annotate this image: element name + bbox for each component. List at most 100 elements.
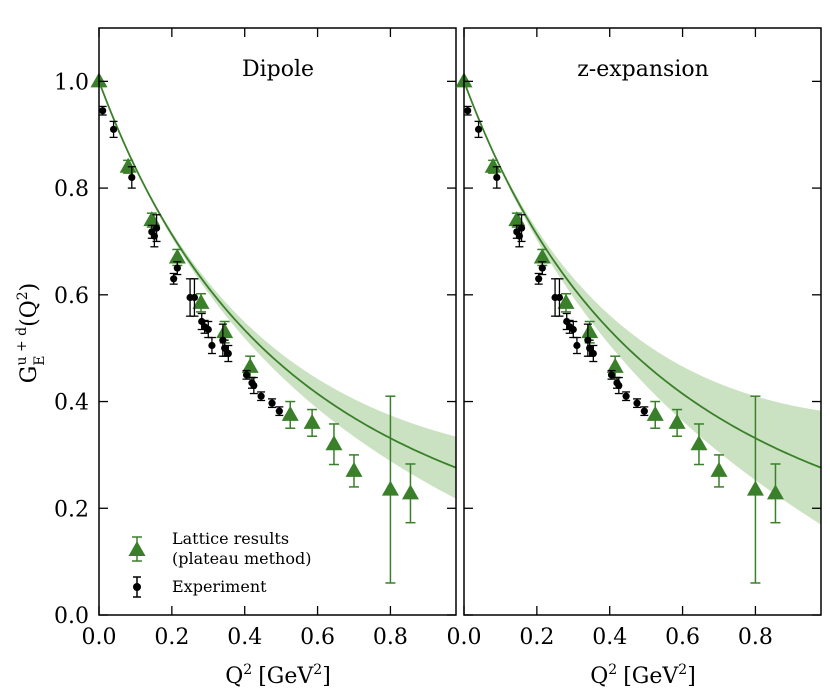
experiment-point [109,125,118,133]
fit-line [464,81,821,469]
legend-entry-lattice: Lattice results (plateau method) [128,529,311,568]
panel-frame-z-expansion [463,27,822,616]
x-label-right-unit: [GeV [623,664,679,689]
experiment-point [615,381,623,390]
x-tick-label: 0.2 [519,625,554,650]
x-tick-label: 0.4 [227,625,262,650]
experiment-point [569,325,577,334]
x-label-right-unit-sup: 2 [678,662,687,678]
x-axis-label-left: Q2 [GeV2] [225,662,331,689]
experiment-point [221,344,229,352]
x-label-left-unit-close: ] [322,664,331,689]
experiment-point [563,317,571,326]
band-area [464,81,821,525]
lattice-point [192,293,210,309]
panel-z-expansion: 0.0 0.2 0.4 0.6 0.8 z-expansion [447,27,822,650]
experiment-point [257,392,265,400]
experiment-point [208,341,216,350]
fit-curve-dipole [99,81,456,469]
experiment-point [152,224,161,232]
y-label-arg: (Q [17,300,42,327]
x-label-left-unit-sup: 2 [313,662,322,678]
lattice-point [168,248,186,264]
experiment-point [170,275,178,283]
y-axis-label: GEu + d(Q2) [14,283,48,384]
y-tick-label: 1.0 [54,70,89,95]
legend-experiment-marker [133,583,141,591]
x-label-right-main: Q [590,664,608,689]
y-tick-label: 0.8 [54,177,89,202]
experiment-point [589,349,597,358]
legend-experiment-label: Experiment [172,577,267,596]
experiment-point [633,399,641,407]
x-tick-label: 0.0 [82,625,117,650]
legend-lattice-marker [128,541,146,556]
lattice-point [746,480,764,496]
experiment-point [464,107,472,115]
lattice-point [690,435,708,451]
lattice-points-z-expansion [455,72,784,584]
lattice-point [710,461,728,477]
x-tick-label: 0.8 [738,625,773,650]
experiment-point [535,275,543,283]
legend-lattice-label-1: Lattice results [172,529,289,548]
experiment-point [275,407,283,415]
experiment-point [128,173,136,182]
band-area [99,81,456,499]
lattice-point [557,293,575,309]
y-tick-label: 0.2 [54,497,89,522]
experiment-point [204,325,212,334]
fit-line [99,81,456,469]
experiment-points-dipole [98,105,284,417]
x-tick-label: 0.4 [592,625,627,650]
x-ticks-dipole: 0.0 0.2 0.4 0.6 0.8 [82,28,408,650]
experiment-point [242,371,251,379]
x-label-left-unit: [GeV [258,664,314,689]
uncertainty-band-z-expansion [464,81,821,525]
panel-dipole: 0.0 0.2 0.4 0.6 0.8 1.0 0.0 0.2 0.4 0.6 0.8 Dipol… [54,27,457,650]
x-ticks-z-expansion: 0.0 0.2 0.4 0.6 0.8 [447,28,773,650]
y-tick-label: 0.0 [54,604,89,629]
x-label-left-main: Q [225,664,243,689]
lattice-point [766,484,784,500]
y-tick-label: 0.4 [54,391,89,416]
panel-title-dipole: Dipole [242,57,314,82]
y-label-arg-close: ) [17,283,42,292]
experiment-point [538,264,546,272]
experiment-point [573,341,581,350]
lattice-point [345,461,363,477]
y-label-sup: u + d [14,327,30,366]
y-label-sub: E [32,355,48,365]
experiment-point [493,173,501,182]
experiment-point [474,125,483,133]
experiment-point [517,224,526,232]
x-tick-label: 0.6 [665,625,700,650]
lattice-point [281,405,299,421]
experiment-points-z-expansion [463,105,649,417]
y-tick-label: 0.6 [54,284,89,309]
panel-title-z-expansion: z-expansion [577,57,709,82]
lattice-point [533,248,551,264]
experiment-point [586,344,594,352]
y-ticks-z-expansion [464,80,821,616]
x-tick-label: 0.8 [373,625,408,650]
fit-curve-z-expansion [464,81,821,469]
panel-frame-dipole [98,27,457,616]
x-axis-label-right: Q2 [GeV2] [590,662,696,689]
experiment-point [607,371,616,379]
lattice-point [216,323,234,339]
lattice-point [325,435,343,451]
experiment-point [224,349,232,358]
lattice-points-dipole [90,72,419,584]
x-label-right-unit-close: ] [687,664,696,689]
x-label-left-sup: 2 [243,662,252,678]
experiment-point [173,264,181,272]
y-label-main: G [17,366,42,384]
lattice-point [381,480,399,496]
lattice-point [646,405,664,421]
x-tick-label: 0.6 [300,625,335,650]
lattice-point [143,211,161,227]
experiment-point [640,407,648,415]
lattice-point [606,357,624,373]
